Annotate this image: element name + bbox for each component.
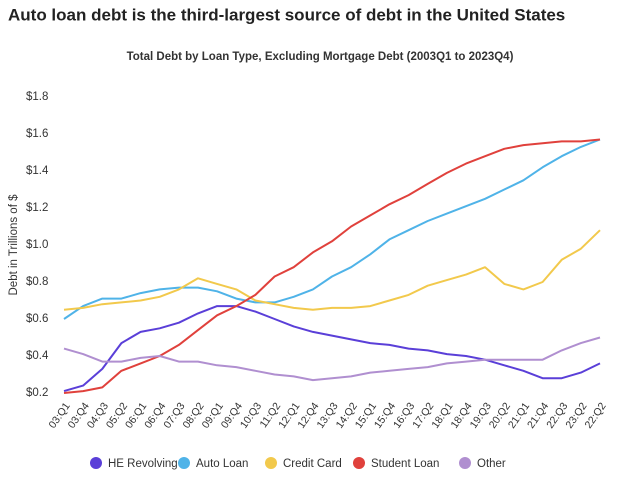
- y-tick-label: $0.4: [26, 350, 49, 362]
- legend-marker: [90, 457, 102, 469]
- legend-label: Student Loan: [371, 458, 439, 470]
- legend-marker: [353, 457, 365, 469]
- y-tick-label: $0.8: [26, 276, 48, 288]
- legend-marker: [265, 457, 277, 469]
- legend-marker: [459, 457, 471, 469]
- legend-label: Auto Loan: [196, 458, 248, 470]
- series-line: [63, 336, 601, 382]
- y-tick-label: $1.2: [26, 202, 48, 214]
- chart-title: Auto loan debt is the third-largest sour…: [8, 5, 565, 24]
- x-tick-label: 22:Q2: [582, 400, 608, 430]
- y-tick-label: $1.8: [26, 91, 48, 103]
- y-axis-title: Debt in Trillions of $: [8, 194, 20, 296]
- chart-subtitle: Total Debt by Loan Type, Excluding Mortg…: [127, 51, 514, 63]
- y-tick-label: $1.0: [26, 239, 48, 251]
- legend-label: Credit Card: [283, 458, 342, 470]
- legend-label: Other: [477, 458, 506, 470]
- legend-label: HE Revolving: [108, 458, 178, 470]
- y-tick-label: $1.6: [26, 128, 48, 140]
- series-line: [63, 305, 601, 393]
- y-tick-label: $0.2: [26, 387, 48, 399]
- y-tick-label: $0.6: [26, 313, 48, 325]
- y-tick-label: $1.4: [26, 165, 49, 177]
- series-line: [63, 138, 601, 320]
- series-line: [63, 138, 601, 394]
- series-line: [63, 229, 601, 311]
- legend-marker: [178, 457, 190, 469]
